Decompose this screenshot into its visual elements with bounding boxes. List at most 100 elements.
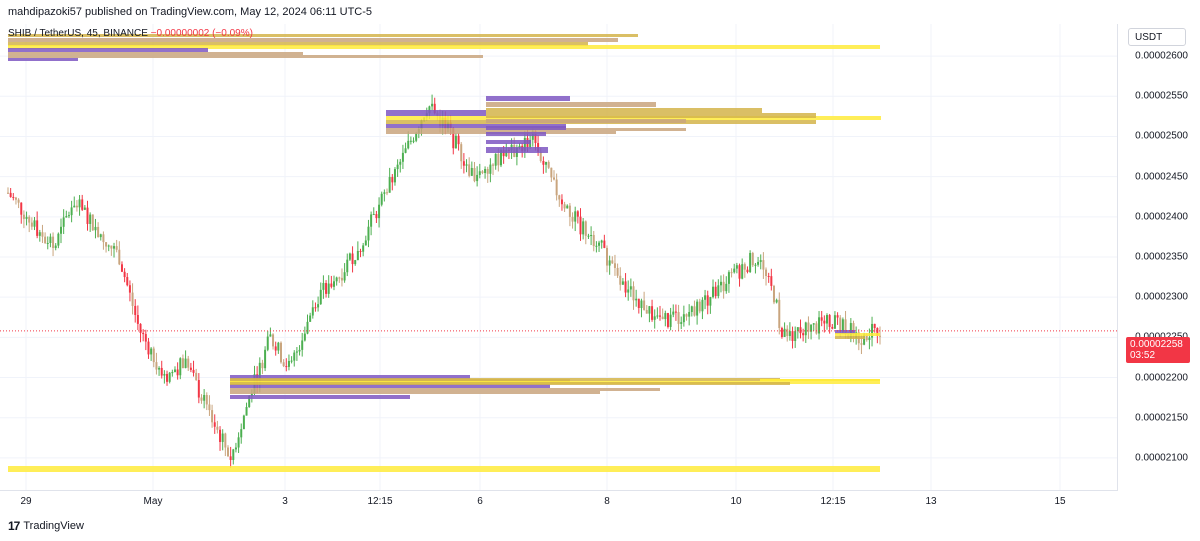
candle-body	[454, 135, 457, 149]
candle-body	[258, 362, 261, 384]
candle-body	[534, 131, 537, 144]
footer-brand: 17 TradingView	[8, 519, 84, 533]
candle-body	[865, 334, 868, 341]
candle-body	[717, 285, 720, 297]
candle-body	[393, 169, 396, 183]
candle-body	[160, 367, 163, 376]
candle-body	[181, 358, 184, 369]
candle-body	[409, 140, 412, 142]
candle-body	[97, 226, 100, 238]
candle-body	[489, 164, 492, 174]
price-change: −0.00000002 (−0.09%)	[150, 28, 253, 39]
symbol-legend[interactable]: SHIB / TetherUS, 45, BINANCE −0.00000002…	[8, 28, 253, 39]
candle-body	[473, 167, 476, 182]
tradingview-logo-icon: 17	[8, 519, 20, 533]
candle-body	[359, 250, 362, 252]
candle-body	[269, 334, 272, 337]
candle-body	[680, 322, 683, 324]
candle-body	[383, 192, 386, 194]
time-axis[interactable]: 29 May 3 12:15 6 8 10 12:15 13 15	[0, 490, 1117, 512]
price-axis[interactable]: 0.00002600 0.00002550 0.00002500 0.00002450…	[1118, 24, 1200, 490]
candle-body	[873, 323, 876, 329]
candle-body	[338, 277, 341, 279]
candle-body	[688, 311, 691, 317]
candle-body	[399, 161, 402, 165]
candle-body	[401, 152, 404, 162]
candle-body	[123, 271, 126, 278]
candle-body	[242, 415, 245, 430]
brand-name: TradingView	[23, 520, 84, 532]
candle-body	[232, 449, 235, 460]
candle-body	[118, 249, 121, 265]
candle-body	[266, 336, 269, 350]
x-tick-label: 12:15	[820, 496, 846, 507]
candle-body	[407, 140, 410, 149]
candle-body	[486, 168, 489, 174]
candle-body	[287, 360, 290, 367]
candle-body	[746, 269, 749, 272]
candle-body	[587, 235, 590, 237]
candle-body	[624, 281, 627, 293]
candle-body	[136, 314, 139, 324]
candle-body	[659, 315, 662, 317]
candle-body	[545, 162, 548, 165]
candle-body	[778, 299, 781, 329]
candle-body	[727, 272, 730, 284]
candle-body	[216, 426, 219, 430]
candle-body	[722, 281, 725, 292]
candle-body	[828, 315, 831, 327]
candle-body	[298, 349, 301, 352]
candle-body	[370, 214, 373, 227]
candle-body	[762, 260, 765, 270]
candle-body	[362, 245, 365, 252]
candle-body	[468, 164, 471, 176]
candle-body	[651, 306, 654, 320]
candle-body	[375, 214, 378, 219]
candle-body	[590, 234, 593, 236]
currency-button[interactable]: USDT	[1128, 28, 1186, 46]
candle-body	[804, 322, 807, 336]
candle-body	[325, 283, 328, 294]
candle-body	[272, 334, 275, 347]
candle-body	[219, 429, 222, 442]
candle-body	[166, 373, 169, 382]
candle-body	[627, 289, 630, 293]
candle-body	[592, 234, 595, 247]
candle-body	[743, 264, 746, 270]
y-tick-label: 0.00002400	[1135, 211, 1188, 223]
candle-body	[301, 340, 304, 350]
y-tick-label: 0.00002300	[1135, 291, 1188, 303]
candle-body	[348, 253, 351, 260]
candle-body	[38, 232, 41, 236]
candle-body	[107, 245, 110, 247]
candle-body	[295, 351, 298, 353]
candle-body	[208, 404, 211, 411]
candle-body	[457, 135, 460, 145]
x-tick-label: 29	[20, 496, 32, 507]
candle-body	[481, 171, 484, 174]
bar-countdown: 03:52	[1130, 350, 1156, 361]
candle-body	[303, 333, 306, 341]
candle-body	[293, 352, 296, 361]
candle-body	[65, 216, 68, 218]
candle-body	[619, 275, 622, 285]
candle-body	[380, 193, 383, 205]
candle-body	[749, 252, 752, 272]
candle-body	[643, 300, 646, 311]
chart-plot-area[interactable]	[0, 24, 1118, 491]
x-tick-label: 3	[282, 496, 288, 507]
y-tick-label: 0.00002600	[1135, 50, 1188, 62]
candle-body	[229, 456, 232, 460]
candle-body	[640, 300, 643, 308]
candle-body	[20, 202, 23, 215]
candle-body	[719, 281, 722, 286]
candle-body	[356, 250, 359, 261]
candlestick-chart[interactable]	[0, 24, 1117, 490]
candle-body	[823, 320, 826, 324]
candle-body	[836, 315, 839, 318]
candle-body	[428, 106, 431, 114]
candle-body	[391, 177, 394, 183]
candle-body	[868, 337, 871, 341]
volume-profile-row	[230, 375, 470, 379]
candle-body	[558, 195, 561, 200]
